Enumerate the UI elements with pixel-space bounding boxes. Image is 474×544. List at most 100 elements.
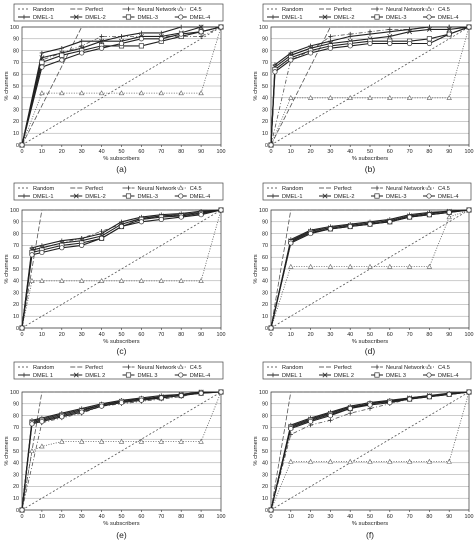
y-tick-label: 30 <box>13 472 19 478</box>
x-tick-label: 80 <box>426 332 432 338</box>
data-point <box>158 438 165 444</box>
x-tick-label: 60 <box>387 149 393 155</box>
data-point <box>272 62 278 67</box>
legend-marker <box>270 193 276 199</box>
data-point <box>39 418 45 425</box>
legend-label: DMEL-1 <box>33 194 54 200</box>
data-point <box>198 90 204 96</box>
legend-entry: DMEL-1 <box>18 14 54 21</box>
y-tick-label: 70 <box>13 60 19 66</box>
legend-marker <box>426 185 432 191</box>
data-point <box>59 414 65 420</box>
legend-marker <box>126 6 131 12</box>
x-tick-label: 100 <box>465 332 474 338</box>
x-tick-label: 30 <box>327 149 333 155</box>
data-point <box>327 458 334 464</box>
data-point <box>79 409 85 415</box>
data-point <box>288 426 294 432</box>
legend-label: DMEL-4 <box>438 373 459 379</box>
series-perfect <box>21 391 221 511</box>
chart-panel-5: Random Perfect Neural Network C4.5 DMEL 1 DME… <box>4 361 226 540</box>
x-tick-label: 60 <box>387 514 393 520</box>
data-point <box>39 90 45 96</box>
x-tick-label: 20 <box>59 514 65 520</box>
legend: Random Perfect Neural Network C4.5 DMEL-1 DME… <box>262 3 472 22</box>
legend-entry: Perfect <box>319 365 352 371</box>
y-tick-label: 90 <box>262 37 268 43</box>
legend-label: DMEL-1 <box>282 194 303 200</box>
y-tick-label: 100 <box>10 390 19 396</box>
legend-label: DMEL-2 <box>85 15 106 21</box>
y-tick-label: 50 <box>13 267 19 273</box>
legend-marker <box>426 193 432 199</box>
legend-label: DMEL 1 <box>282 373 302 379</box>
data-point <box>328 38 333 44</box>
y-tick-label: 60 <box>13 437 19 443</box>
y-tick-label: 20 <box>13 484 19 490</box>
x-tick-label: 50 <box>119 514 125 520</box>
data-point <box>347 43 353 49</box>
x-tick-label: 90 <box>198 332 204 338</box>
legend-entry: DMEL 2 <box>70 372 105 379</box>
x-tick-label: 100 <box>465 149 474 155</box>
legend-entry: Perfect <box>70 186 103 192</box>
y-tick-label: 70 <box>262 425 268 431</box>
data-point <box>268 325 274 331</box>
legend: Random Perfect Neural Network C4.5 DMEL 1 DME… <box>262 361 472 380</box>
series-line <box>270 26 469 146</box>
legend-entry: DMEL-4 <box>423 193 459 200</box>
series-random <box>270 391 470 511</box>
series-line <box>21 209 221 329</box>
legend-label: Neural Network <box>386 7 425 13</box>
x-tick-label: 40 <box>99 332 105 338</box>
legend-label: DMEL-1 <box>33 15 54 21</box>
y-tick-label: 80 <box>13 231 19 237</box>
data-point <box>446 214 452 220</box>
data-point <box>218 207 224 213</box>
data-point <box>307 94 314 100</box>
legend-label: Random <box>282 186 303 192</box>
y-tick-label: 80 <box>262 413 268 419</box>
data-point <box>406 263 413 269</box>
legend-marker <box>374 193 380 199</box>
data-point <box>387 458 393 464</box>
legend-marker <box>374 14 380 20</box>
data-point <box>327 45 333 51</box>
legend-label: Perfect <box>85 7 103 13</box>
x-tick-label: 30 <box>327 332 333 338</box>
data-point <box>367 221 373 227</box>
legend-entry: C4.5 <box>423 364 450 371</box>
data-point <box>39 59 45 65</box>
legend-label: DMEL-2 <box>334 15 355 21</box>
data-point <box>367 402 373 408</box>
data-point <box>39 55 45 61</box>
x-tick-label: 70 <box>158 149 164 155</box>
data-point <box>347 263 353 269</box>
data-point <box>307 458 314 464</box>
y-tick-label: 70 <box>13 243 19 249</box>
data-point <box>99 235 105 241</box>
data-point <box>288 263 294 269</box>
data-point <box>407 214 413 220</box>
legend-marker <box>126 185 131 191</box>
data-point <box>387 219 393 225</box>
series-line <box>270 26 470 146</box>
data-point <box>328 418 333 423</box>
y-tick-label: 60 <box>13 255 19 261</box>
legend-entry: Neural Network <box>122 364 176 371</box>
legend-label: Neural Network <box>138 7 177 13</box>
data-point <box>158 90 165 96</box>
legend-label: C4.5 <box>190 365 202 371</box>
data-point <box>119 34 124 39</box>
y-tick-label: 90 <box>262 220 268 226</box>
legend-entry: DMEL 2 <box>319 372 354 379</box>
x-tick-label: 10 <box>288 514 294 520</box>
data-point <box>347 223 353 230</box>
legend-entry: C4.5 <box>174 6 202 13</box>
data-point <box>308 50 314 56</box>
data-point <box>446 458 452 464</box>
legend-entry: C4.5 <box>423 185 450 192</box>
x-tick-label: 10 <box>39 149 45 155</box>
data-point <box>466 207 472 213</box>
data-point <box>387 29 392 34</box>
